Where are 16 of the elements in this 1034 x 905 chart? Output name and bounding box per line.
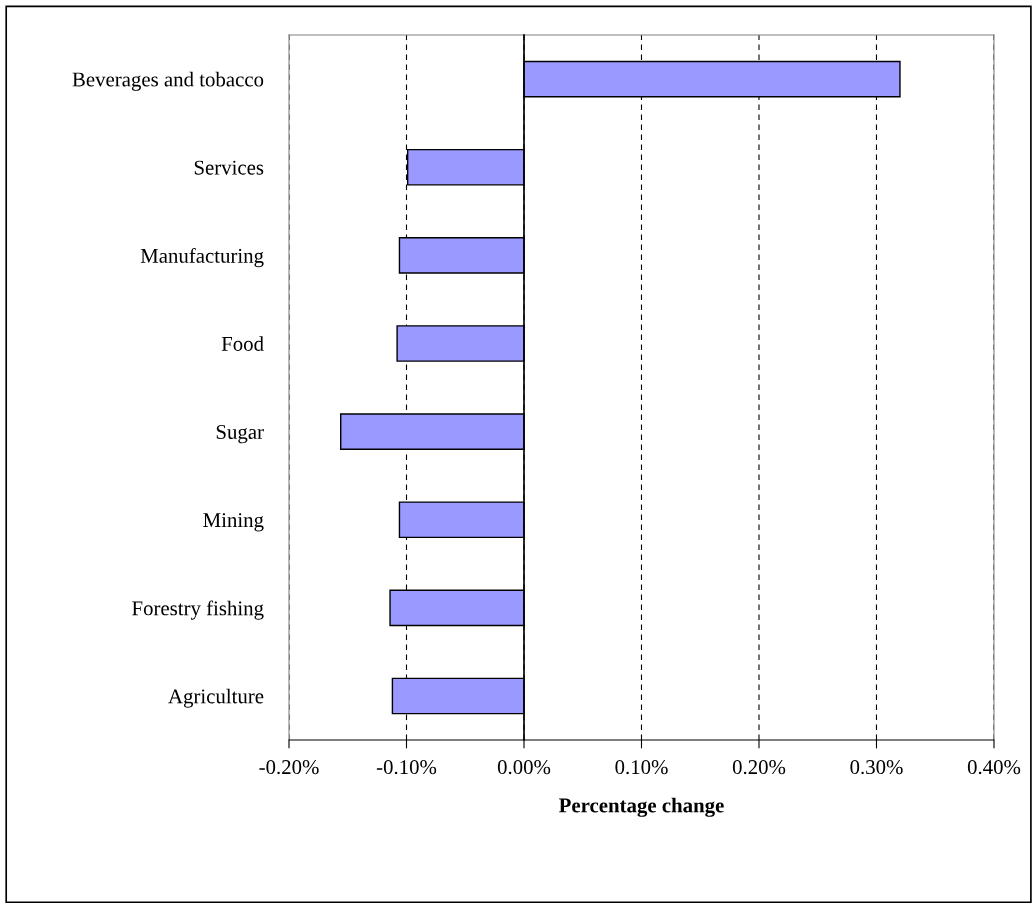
y-tick-label: Manufacturing: [140, 248, 264, 268]
x-tick-label: 0.00%: [497, 760, 551, 775]
y-tick-label: Forestry fishing: [132, 600, 264, 620]
x-tick-label: 0.30%: [850, 760, 903, 775]
x-tick-label: 0.40%: [967, 760, 1021, 775]
x-axis-title: Percentage change: [559, 797, 724, 817]
y-tick-label: Agriculture: [168, 688, 264, 708]
y-tick-label: Services: [194, 160, 264, 175]
x-tick-label: 0.10%: [615, 760, 668, 775]
x-tick-label: -0.10%: [376, 760, 437, 775]
y-tick-label: Food: [221, 336, 264, 351]
y-tick-label: Mining: [203, 513, 264, 532]
x-tick-label: -0.20%: [259, 760, 319, 775]
y-tick-label: Sugar: [216, 424, 264, 444]
x-tick-label: 0.20%: [732, 760, 786, 775]
y-tick-label: Beverages and tobacco: [72, 71, 264, 91]
